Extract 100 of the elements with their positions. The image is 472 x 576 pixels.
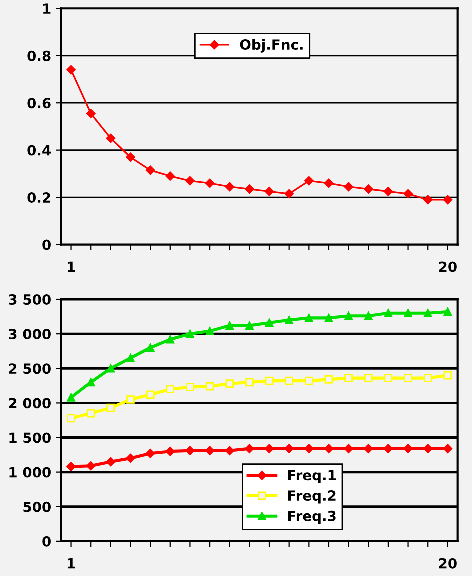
y-tick-label: 1 000 <box>10 467 51 478</box>
point <box>146 390 155 400</box>
point <box>86 409 96 418</box>
y-tick-label: 500 <box>24 502 51 512</box>
point <box>245 184 254 194</box>
point <box>225 446 234 456</box>
point <box>245 444 254 454</box>
point <box>226 380 234 388</box>
point <box>384 309 393 318</box>
point <box>126 152 136 162</box>
point <box>186 446 195 456</box>
y-tick-label: 0 <box>42 240 51 250</box>
y-tick-label: 3 000 <box>9 329 51 340</box>
point <box>285 376 294 386</box>
y-tick-label: 0.8 <box>28 50 51 62</box>
point <box>284 189 294 199</box>
point <box>324 178 334 188</box>
point <box>67 394 76 402</box>
legend-label: Obj.Fnc. <box>240 39 303 53</box>
point <box>384 374 393 382</box>
point <box>186 383 194 392</box>
point <box>424 309 432 318</box>
point <box>205 446 215 456</box>
point <box>146 344 155 352</box>
point <box>206 327 214 336</box>
point <box>304 444 314 454</box>
y-tick-label: 0 <box>42 536 51 547</box>
point <box>186 176 195 186</box>
point <box>166 172 176 181</box>
point <box>126 396 135 404</box>
point <box>206 382 214 391</box>
point <box>146 166 156 176</box>
point <box>304 314 314 322</box>
y-tick-label: 0.2 <box>28 192 50 204</box>
point <box>344 182 354 192</box>
point <box>344 444 354 454</box>
point <box>404 374 412 382</box>
point <box>423 195 433 205</box>
point <box>304 376 314 386</box>
point <box>344 312 353 320</box>
point <box>166 446 176 456</box>
point <box>106 404 116 412</box>
point <box>344 374 353 382</box>
legend-label: Freq.2 <box>288 490 336 504</box>
point <box>364 374 373 382</box>
point <box>226 322 234 330</box>
point <box>364 444 374 454</box>
x-tick-label: 20 <box>439 262 457 272</box>
point <box>284 444 294 454</box>
point <box>384 187 394 196</box>
point <box>264 444 274 454</box>
point <box>364 312 373 320</box>
point <box>86 378 96 387</box>
point <box>423 444 433 454</box>
point <box>384 444 394 454</box>
point <box>205 178 215 188</box>
point <box>126 354 135 362</box>
y-tick-label: 3 500 <box>9 294 51 305</box>
point <box>106 364 116 373</box>
point <box>166 385 175 394</box>
point <box>246 378 254 387</box>
point <box>324 376 334 384</box>
point <box>285 316 294 324</box>
point <box>443 195 453 205</box>
y-tick-label: 2 000 <box>9 398 51 409</box>
point <box>67 414 76 423</box>
y-tick-label: 1 <box>44 4 51 14</box>
point <box>86 109 96 118</box>
point <box>166 335 175 344</box>
point <box>146 449 156 458</box>
point <box>444 371 452 380</box>
point <box>86 461 96 471</box>
point <box>324 444 334 454</box>
point <box>66 462 76 472</box>
point <box>186 330 194 338</box>
point <box>443 444 453 454</box>
point <box>126 454 136 464</box>
y-tick-label: 0.4 <box>28 145 51 156</box>
point <box>404 309 412 318</box>
point <box>324 314 334 322</box>
point <box>225 182 234 192</box>
point <box>106 457 116 467</box>
point <box>66 65 76 75</box>
legend-label: Freq.3 <box>288 510 336 524</box>
point <box>444 308 452 316</box>
point <box>106 134 116 144</box>
point <box>246 322 254 330</box>
point <box>264 187 274 196</box>
point <box>265 318 274 328</box>
point <box>404 189 413 199</box>
y-tick-label: 2 500 <box>9 364 51 374</box>
y-tick-label: 0.6 <box>28 98 51 109</box>
point <box>265 376 274 386</box>
legend-label: Freq.1 <box>288 470 336 484</box>
point <box>364 184 374 194</box>
y-tick-label: 1 500 <box>10 432 51 444</box>
point <box>424 374 432 382</box>
point <box>304 176 314 186</box>
point <box>404 444 413 454</box>
x-tick-label: 20 <box>439 558 457 569</box>
